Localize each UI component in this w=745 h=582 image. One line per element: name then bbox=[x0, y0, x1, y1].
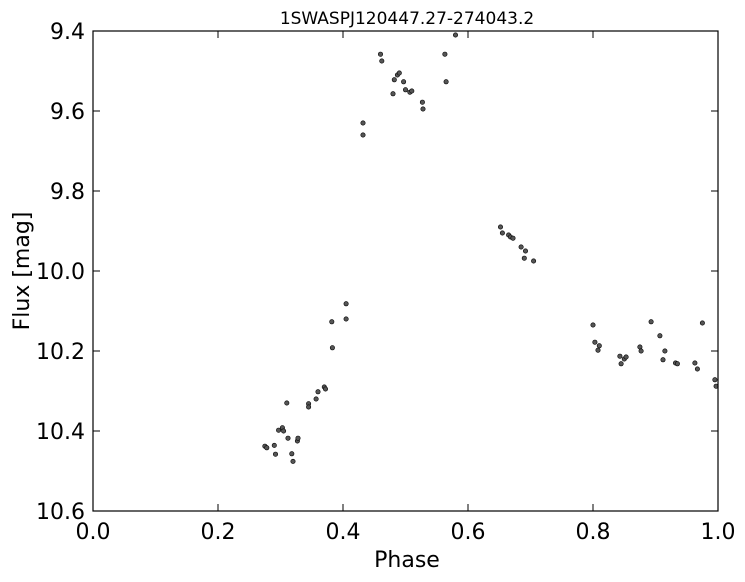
data-point bbox=[499, 230, 505, 236]
x-tick-label: 0.6 bbox=[451, 520, 486, 545]
data-point bbox=[360, 120, 366, 126]
data-point bbox=[657, 333, 663, 339]
y-axis-label: Flux [mag] bbox=[10, 212, 35, 331]
data-point bbox=[290, 458, 296, 464]
x-tick-label: 0.8 bbox=[576, 520, 611, 545]
data-point bbox=[409, 88, 415, 94]
data-point bbox=[660, 357, 666, 363]
data-point bbox=[531, 258, 537, 264]
y-tick-label: 10.0 bbox=[36, 260, 85, 285]
data-point bbox=[692, 360, 698, 366]
data-point bbox=[452, 32, 458, 38]
data-point bbox=[617, 353, 623, 359]
data-point bbox=[442, 51, 448, 57]
y-tick-labels: 9.4 9.6 9.8 10.0 10.2 10.4 10.6 bbox=[36, 20, 85, 525]
plot-frame bbox=[92, 30, 719, 512]
data-point bbox=[379, 58, 385, 64]
data-point bbox=[674, 361, 680, 367]
data-point bbox=[638, 348, 644, 354]
data-point bbox=[306, 404, 312, 410]
data-point bbox=[595, 347, 601, 353]
data-point bbox=[329, 319, 335, 325]
data-point bbox=[596, 343, 602, 349]
data-point bbox=[521, 255, 527, 261]
y-tick-label: 9.4 bbox=[50, 20, 85, 45]
data-point bbox=[271, 442, 277, 448]
data-point bbox=[391, 77, 397, 83]
data-point bbox=[396, 70, 402, 76]
x-tick-label: 0.0 bbox=[76, 520, 111, 545]
data-point bbox=[360, 132, 366, 138]
data-point bbox=[618, 361, 624, 367]
x-tick-label: 0.4 bbox=[326, 520, 361, 545]
data-point bbox=[329, 345, 335, 351]
data-point bbox=[272, 451, 278, 457]
data-point bbox=[343, 316, 349, 322]
y-tick-label: 10.4 bbox=[36, 420, 85, 445]
data-point bbox=[390, 91, 396, 97]
data-point bbox=[313, 396, 319, 402]
data-points bbox=[262, 32, 719, 464]
data-point bbox=[592, 339, 598, 345]
x-tick-label: 1.0 bbox=[701, 520, 736, 545]
data-point bbox=[401, 79, 407, 85]
x-tick-label: 0.2 bbox=[201, 520, 236, 545]
data-point bbox=[295, 435, 301, 441]
x-axis-label: Phase bbox=[374, 548, 440, 573]
data-point bbox=[284, 400, 290, 406]
data-point bbox=[510, 235, 516, 241]
chart-title: 1SWASPJ120447.27-274043.2 bbox=[280, 9, 534, 29]
data-point bbox=[590, 322, 596, 328]
data-point bbox=[322, 386, 328, 392]
data-point bbox=[343, 301, 349, 307]
data-point bbox=[662, 348, 668, 354]
data-point bbox=[276, 427, 282, 433]
data-point bbox=[281, 428, 287, 434]
axis-ticks bbox=[92, 30, 719, 512]
data-point bbox=[518, 244, 524, 250]
data-point bbox=[285, 435, 291, 441]
data-point bbox=[402, 87, 408, 93]
y-tick-label: 9.8 bbox=[50, 180, 85, 205]
data-point bbox=[699, 320, 705, 326]
data-point bbox=[264, 445, 270, 451]
data-point bbox=[443, 79, 449, 85]
data-point bbox=[712, 377, 718, 383]
x-tick-labels: 0.0 0.2 0.4 0.6 0.8 1.0 bbox=[76, 520, 736, 545]
y-tick-label: 9.6 bbox=[50, 100, 85, 125]
data-point bbox=[420, 106, 426, 112]
y-tick-label: 10.2 bbox=[36, 340, 85, 365]
data-point bbox=[289, 451, 295, 457]
y-tick-label: 10.6 bbox=[36, 500, 85, 525]
data-point bbox=[419, 99, 425, 105]
data-point bbox=[497, 224, 503, 230]
data-point bbox=[315, 389, 321, 395]
data-point bbox=[694, 366, 700, 372]
data-point bbox=[377, 51, 383, 57]
data-point bbox=[623, 354, 629, 360]
data-point bbox=[648, 319, 654, 325]
data-point bbox=[522, 248, 528, 254]
